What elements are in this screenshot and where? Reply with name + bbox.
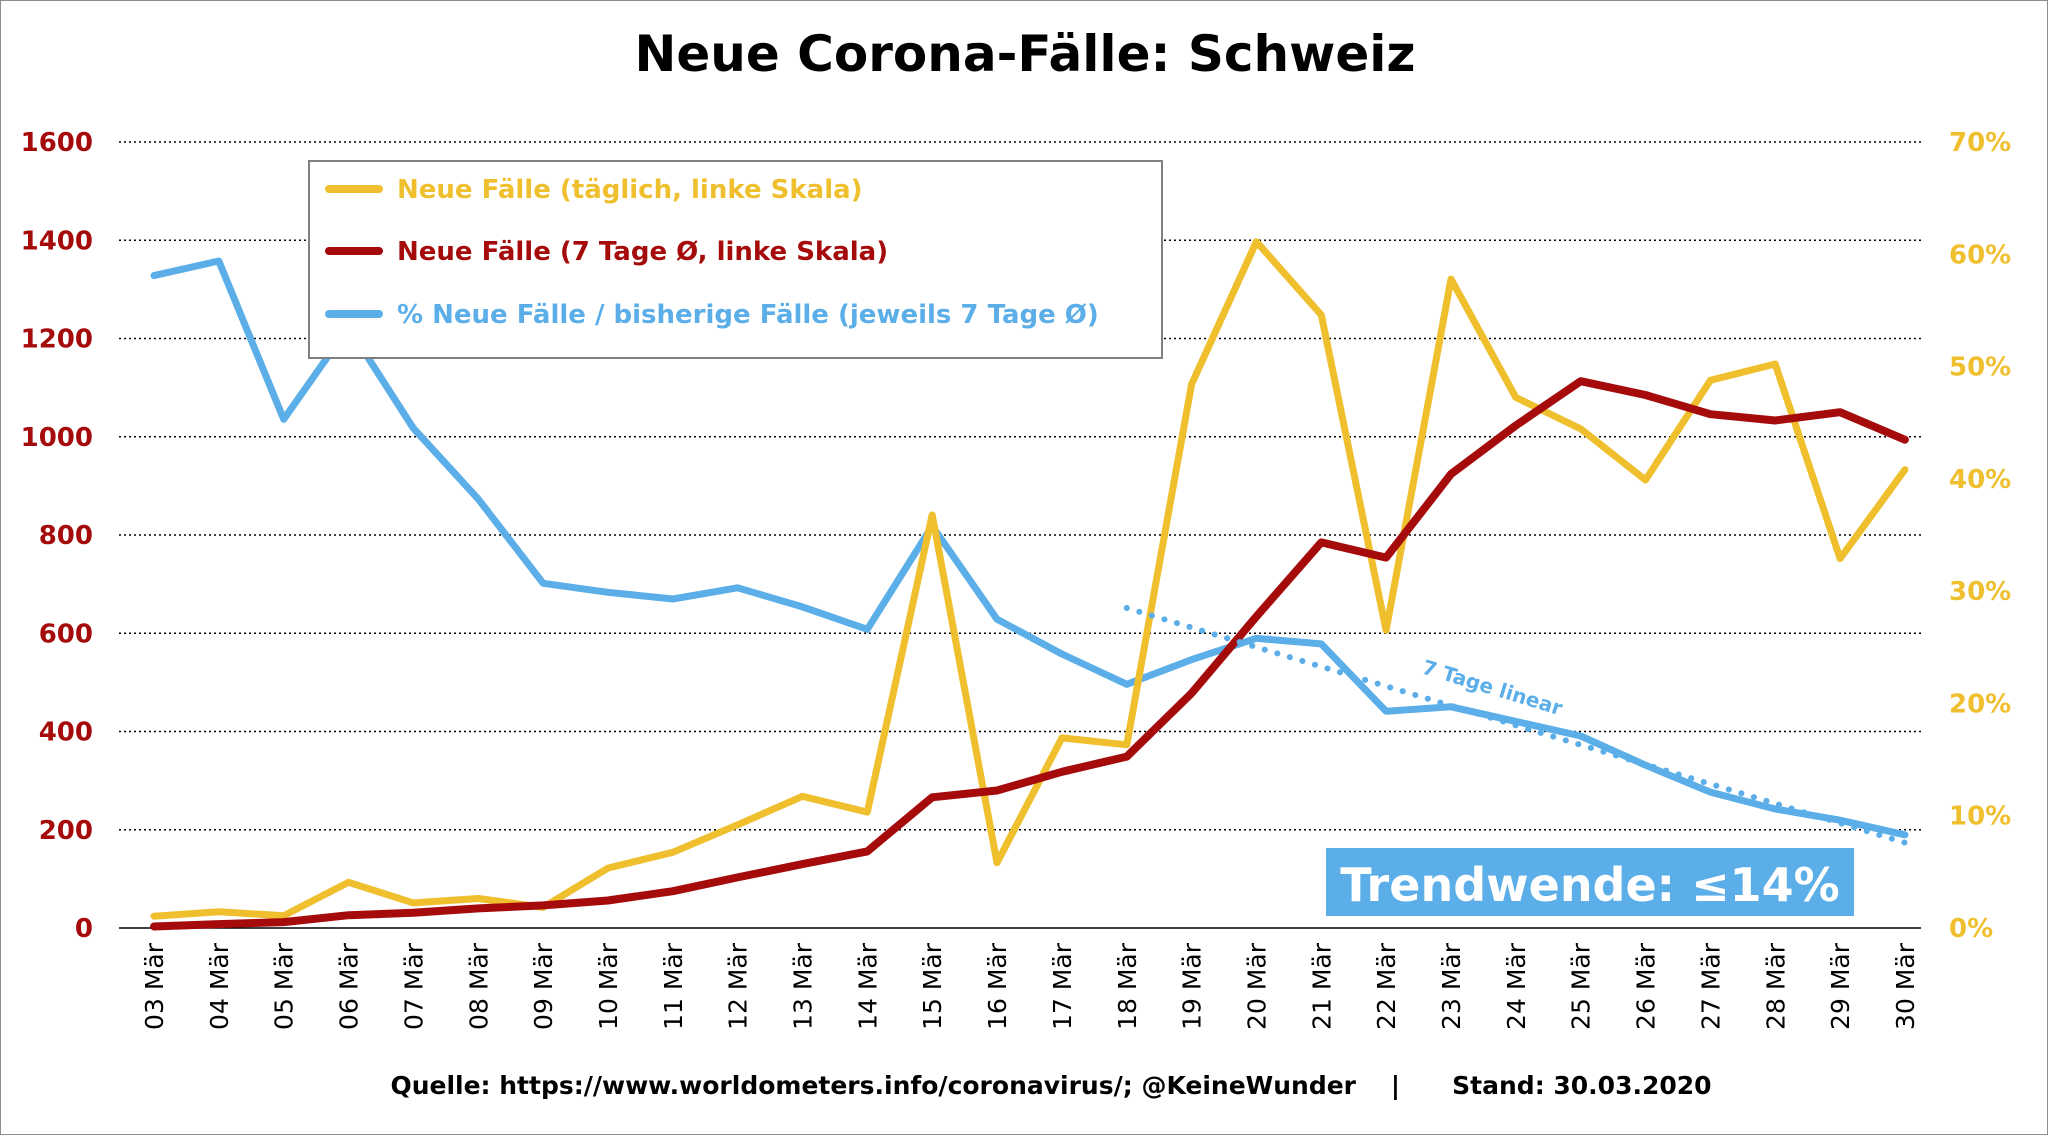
x-tick-label: 24 Mär — [1502, 942, 1531, 1030]
left-tick-label: 1000 — [21, 423, 93, 453]
series-line-0 — [150, 238, 1909, 920]
trend-line — [1123, 604, 1908, 846]
right-tick-label: 50% — [1949, 353, 2011, 383]
x-tick-label: 19 Mär — [1178, 942, 1207, 1030]
x-tick-label: 11 Mär — [659, 942, 688, 1030]
x-tick-label: 08 Mär — [464, 942, 493, 1030]
left-tick-label: 1400 — [21, 226, 93, 256]
x-tick-label: 23 Mär — [1437, 942, 1466, 1030]
x-tick-label: 22 Mär — [1372, 942, 1401, 1030]
x-tick-label: 05 Mär — [270, 942, 299, 1030]
x-tick-label: 07 Mär — [399, 942, 428, 1030]
right-tick-label: 10% — [1949, 802, 2011, 832]
x-tick-label: 17 Mär — [1048, 942, 1077, 1030]
x-tick-label: 12 Mär — [724, 942, 753, 1030]
x-tick-label: 29 Mär — [1826, 942, 1855, 1030]
series-line-2 — [150, 257, 1909, 839]
left-tick-label: 400 — [39, 718, 93, 748]
x-tick-label: 10 Mär — [594, 942, 623, 1030]
x-tick-label: 26 Mär — [1632, 942, 1661, 1030]
x-axis-ticks: 03 Mär 04 Mär 05 Mär 06 Mär 07 Mär 08 Mär 09 M… — [140, 942, 1920, 1030]
right-tick-label: 70% — [1949, 128, 2011, 158]
left-axis-ticks: 0 200 400 600 800 1000 1200 1400 1600 — [21, 128, 93, 944]
legend: Neue Fälle (täglich, linke Skala) Neue F… — [308, 160, 1163, 359]
left-tick-label: 200 — [39, 816, 93, 846]
x-tick-label: 30 Mär — [1891, 942, 1920, 1030]
x-tick-label: 28 Mär — [1761, 942, 1790, 1030]
x-tick-label: 14 Mär — [853, 942, 882, 1030]
x-tick-label: 15 Mär — [918, 942, 947, 1030]
right-tick-label: 0% — [1949, 914, 1993, 944]
x-tick-label: 04 Mär — [205, 942, 234, 1030]
legend-label-avg: Neue Fälle (7 Tage Ø, linke Skala) — [397, 237, 888, 267]
left-tick-label: 0 — [75, 914, 93, 944]
left-tick-label: 600 — [39, 619, 93, 649]
right-tick-label: 30% — [1949, 577, 2011, 607]
legend-box — [308, 160, 1163, 359]
right-tick-label: 60% — [1949, 240, 2011, 270]
right-axis-ticks: 0% 10% 20% 30% 40% 50% 60% 70% — [1949, 128, 2011, 944]
chart-title: Neue Corona-Fälle: Schweiz — [635, 25, 1416, 83]
x-tick-label: 20 Mär — [1242, 942, 1271, 1030]
trend-badge-label: Trendwende: ≤14% — [1340, 858, 1840, 912]
right-tick-label: 20% — [1949, 689, 2011, 719]
trend-badge: Trendwende: ≤14% — [1326, 848, 1854, 916]
x-tick-label: 18 Mär — [1113, 942, 1142, 1030]
source-line: Quelle: https://www.worldometers.info/co… — [390, 1071, 1711, 1100]
x-tick-label: 06 Mär — [335, 942, 364, 1030]
series-lines — [150, 238, 1909, 931]
x-tick-label: 21 Mär — [1307, 942, 1336, 1030]
legend-label-daily: Neue Fälle (täglich, linke Skala) — [397, 175, 863, 205]
left-tick-label: 1200 — [21, 325, 93, 355]
x-tick-label: 09 Mär — [529, 942, 558, 1030]
x-tick-label: 13 Mär — [789, 942, 818, 1030]
trend-badge-background — [1326, 848, 1854, 916]
series-line-1 — [150, 377, 1909, 931]
left-tick-label: 800 — [39, 521, 93, 551]
x-tick-label: 27 Mär — [1696, 942, 1725, 1030]
x-tick-label: 25 Mär — [1567, 942, 1596, 1030]
legend-label-pct: % Neue Fälle / bisherige Fälle (jeweils … — [397, 300, 1099, 330]
right-tick-label: 40% — [1949, 465, 2011, 495]
x-tick-label: 16 Mär — [983, 942, 1012, 1030]
x-tick-label: 03 Mär — [140, 942, 169, 1030]
left-tick-label: 1600 — [21, 128, 93, 158]
